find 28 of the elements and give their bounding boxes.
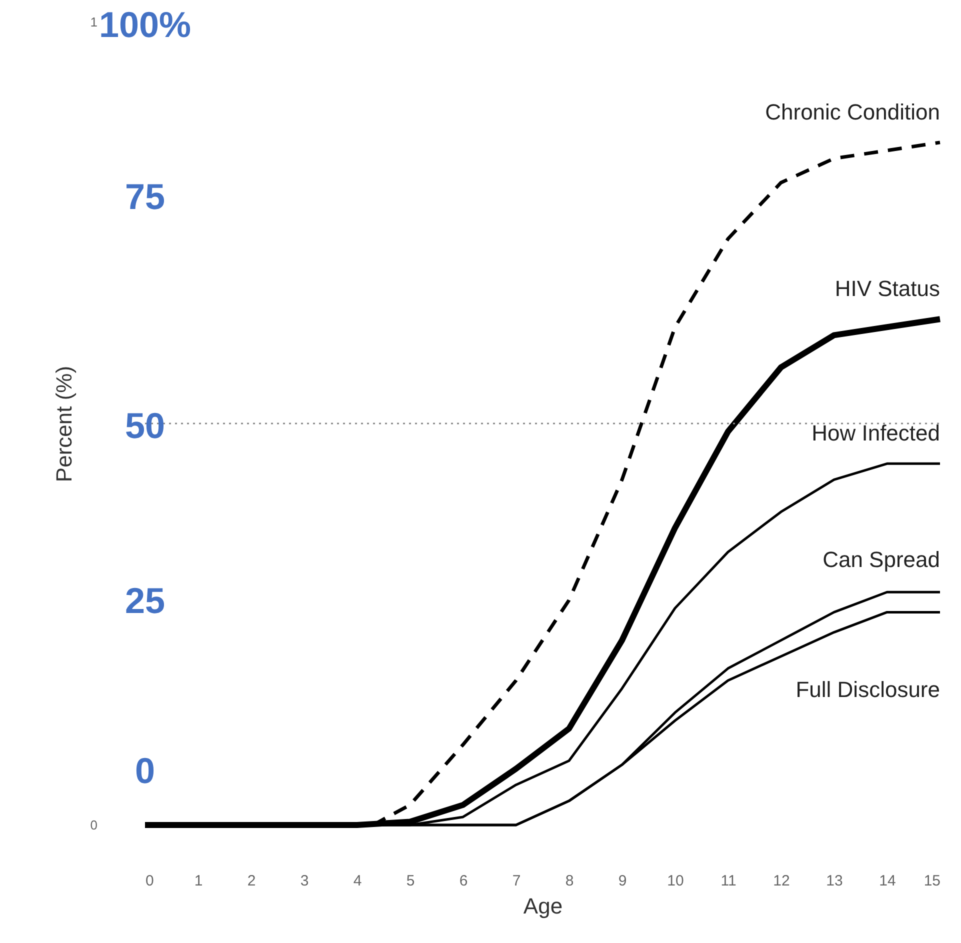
x-tick-label: 3 xyxy=(300,872,309,890)
x-tick-label: 2 xyxy=(247,872,256,890)
x-tick-label: 13 xyxy=(826,872,843,890)
series-label: Chronic Condition xyxy=(765,99,940,124)
x-tick-label: 15 xyxy=(924,872,940,890)
series-label: Full Disclosure xyxy=(796,677,940,702)
series-label: HIV Status xyxy=(834,276,940,302)
annotation: 100% xyxy=(98,4,192,45)
x-tick-label: 11 xyxy=(720,872,736,890)
x-tick-label: 10 xyxy=(667,872,684,890)
x-tick-label: 1 xyxy=(194,872,203,890)
series-label: How Infected xyxy=(812,420,940,446)
x-tick-label: 6 xyxy=(459,872,468,890)
annotation: 0 xyxy=(134,750,156,791)
x-tick-label: 0 xyxy=(146,872,154,890)
x-tick-label: 12 xyxy=(773,872,790,890)
x-tick-label: 8 xyxy=(565,872,574,890)
x-tick-label: 9 xyxy=(618,872,627,890)
x-tick-label: 5 xyxy=(406,872,415,890)
x-axis-title: Age xyxy=(523,894,563,918)
x-tick-label: 7 xyxy=(512,872,521,890)
annotation: 25 xyxy=(124,580,166,621)
y-axis-title: Percent (%) xyxy=(51,366,76,482)
series-label: Can Spread xyxy=(822,547,940,572)
annotation: 75 xyxy=(124,176,166,217)
x-tick-label: 14 xyxy=(879,872,896,890)
annotation: 50 xyxy=(124,405,166,446)
x-tick-label: 4 xyxy=(353,872,362,890)
